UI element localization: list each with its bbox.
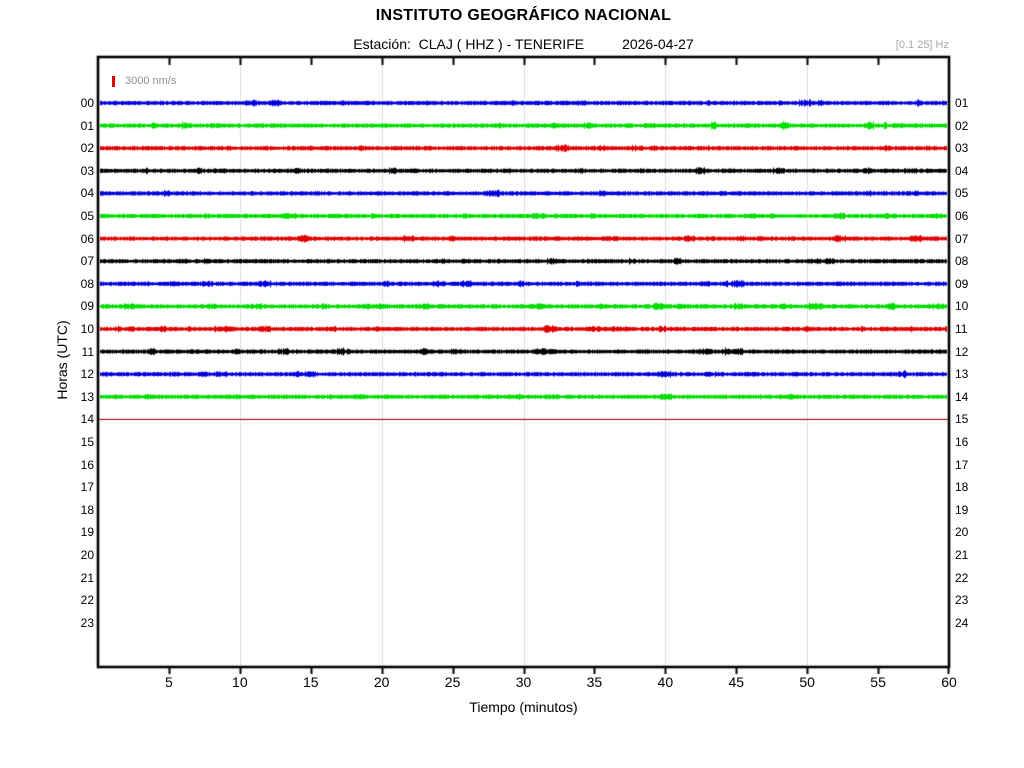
hour-label-left: 17 [80,480,94,495]
hour-label-right: 15 [955,412,969,427]
hour-label-right: 03 [955,141,969,156]
x-axis-title: Tiempo (minutos) [469,699,578,715]
hour-label-left: 05 [80,209,94,223]
hour-label-right: 17 [955,457,969,472]
amplitude-scale-legend: 3000 nm/s [112,75,176,87]
hour-label-right: 24 [955,615,969,630]
hour-label-right: 20 [955,525,969,540]
hour-label-right: 05 [955,186,969,201]
date-label: 2026-04-27 [622,36,694,52]
hour-label-right: 19 [955,502,969,517]
hour-label-right: 09 [955,276,969,291]
hour-label-left: 07 [80,254,94,269]
hour-label-right: 01 [955,96,969,110]
scale-bar-icon [112,75,115,87]
hour-label-left: 09 [80,299,94,314]
x-tick-label: 30 [515,674,532,690]
x-tick-label: 25 [444,674,461,690]
hour-label-left: 06 [80,231,94,246]
hour-label-left: 00 [80,96,94,110]
hour-label-left: 22 [80,593,94,608]
x-tick-label: 45 [728,674,745,690]
hour-label-right: 23 [955,593,969,608]
hour-label-left: 01 [80,118,94,133]
hour-label-left: 16 [80,457,94,472]
station-label: Estación: CLAJ ( HHZ ) - TENERIFE [353,36,585,52]
page-title: INSTITUTO GEOGRÁFICO NACIONAL [375,7,672,24]
x-tick-label: 35 [586,674,603,690]
hour-label-left: 04 [80,186,94,201]
hour-label-left: 11 [81,344,94,359]
x-tick-label: 10 [232,674,248,690]
hour-label-right: 08 [955,254,969,269]
hour-label-left: 08 [80,276,94,291]
hour-label-right: 16 [955,435,969,449]
hour-label-left: 03 [80,163,94,178]
hour-label-left: 19 [80,525,94,540]
hour-label-left: 18 [80,502,94,517]
hour-label-left: 02 [80,141,94,156]
hour-label-right: 06 [955,209,969,223]
filter-band-label: [0.1 25] Hz [895,39,949,51]
x-tick-label: 50 [799,674,815,690]
hour-label-left: 12 [80,367,94,382]
hour-label-right: 22 [955,570,969,585]
hour-label-left: 21 [80,570,94,585]
hour-label-left: 10 [80,322,94,336]
x-tick-label: 15 [302,674,319,690]
hour-label-right: 07 [955,231,969,246]
hour-label-right: 14 [955,389,969,404]
hour-label-left: 20 [80,548,94,562]
hour-label-right: 04 [955,163,969,178]
x-tick-label: 5 [165,674,173,690]
x-tick-label: 55 [870,674,886,690]
x-tick-label: 40 [657,674,674,690]
x-tick-label: 20 [373,674,390,690]
hour-label-left: 23 [80,615,94,630]
hour-label-left: 15 [80,435,94,449]
hour-label-right: 12 [955,344,969,359]
hour-label-left: 13 [80,389,94,404]
hour-label-right: 13 [955,367,969,382]
hour-label-left: 14 [80,412,94,427]
x-tick-label: 60 [941,674,957,690]
scale-label: 3000 nm/s [125,75,177,87]
hour-label-right: 11 [955,322,968,336]
hour-label-right: 18 [955,480,969,495]
station-header: Estación: CLAJ ( HHZ ) - TENERIFE 2026-0… [98,36,949,52]
hour-label-right: 10 [955,299,969,314]
hour-label-right: 21 [955,548,969,562]
hour-label-right: 02 [955,118,969,133]
